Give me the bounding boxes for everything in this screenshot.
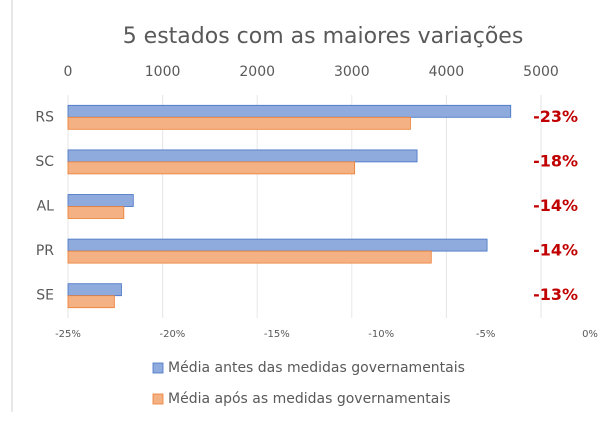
y-tick-label: SE <box>36 288 54 304</box>
change-label: -14% <box>533 196 578 215</box>
legend-swatch <box>152 393 164 405</box>
legend-swatch <box>152 362 164 374</box>
bar <box>67 238 488 252</box>
bar <box>67 250 432 264</box>
legend-label: Média antes das medidas governamentais <box>168 360 465 376</box>
x-tick-label: 0 <box>64 64 73 80</box>
x2-tick-label: -10% <box>368 329 394 340</box>
x-tick-label: 3000 <box>334 64 370 80</box>
bar <box>67 149 418 163</box>
x2-tick-label: -15% <box>264 329 290 340</box>
x2-tick-label: -25% <box>55 329 81 340</box>
change-label: -14% <box>533 241 578 260</box>
y-tick-label: AL <box>37 199 55 215</box>
bar <box>67 295 115 309</box>
bar <box>67 194 134 207</box>
x-tick-label: 2000 <box>239 64 275 80</box>
change-label: -18% <box>533 151 578 170</box>
x2-tick-label: -20% <box>159 329 185 340</box>
x2-tick-label: -5% <box>476 329 495 340</box>
change-label: -13% <box>533 285 578 304</box>
change-label: -23% <box>533 107 578 126</box>
bar <box>67 104 512 118</box>
x-tick-label: 1000 <box>145 64 181 80</box>
chart-title: 5 estados com as maiores variações <box>123 24 524 49</box>
y-tick-label: SC <box>35 154 54 170</box>
bar <box>67 206 125 219</box>
bar <box>67 283 122 297</box>
bar <box>67 116 411 130</box>
x2-tick-label: 0% <box>582 329 598 340</box>
bar <box>67 161 356 175</box>
y-tick-label: PR <box>36 243 54 259</box>
legend-label: Média após as medidas governamentais <box>168 391 451 407</box>
x-tick-label: 5000 <box>523 64 559 80</box>
x-tick-label: 4000 <box>429 64 465 80</box>
y-tick-label: RS <box>35 109 54 125</box>
